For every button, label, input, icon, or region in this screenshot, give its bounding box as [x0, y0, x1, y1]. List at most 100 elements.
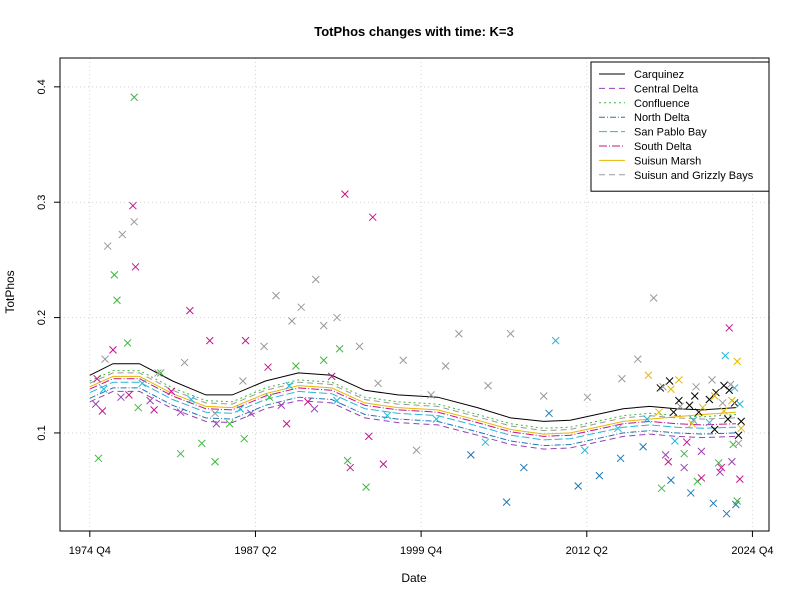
data-point-suisun-and-grizzly-bays	[101, 355, 109, 363]
data-point-suisun-and-grizzly-bays	[441, 362, 450, 370]
data-point-suisun-and-grizzly-bays	[355, 342, 364, 351]
data-point-south-delta	[379, 460, 388, 468]
data-point-san-pablo-bay	[551, 336, 560, 345]
data-point-suisun-marsh	[737, 424, 746, 433]
data-point-south-delta	[131, 262, 140, 271]
data-point-south-delta	[109, 346, 117, 354]
data-point-san-pablo-bay	[383, 411, 392, 420]
y-tick-label: 0.3	[36, 195, 48, 210]
data-point-south-delta	[125, 391, 133, 399]
data-point-carquinez	[675, 396, 683, 405]
data-point-suisun-marsh	[675, 376, 683, 384]
y-tick-label: 0.2	[36, 310, 48, 325]
trend-line-carquinez	[89, 363, 736, 422]
y-tick-label: 0.4	[36, 79, 48, 94]
data-point-south-delta	[129, 201, 137, 210]
data-point-suisun-and-grizzly-bays	[692, 382, 700, 391]
x-tick-label: 2024 Q4	[731, 545, 773, 557]
data-point-confluence	[113, 296, 121, 305]
data-point-san-pablo-bay	[671, 437, 679, 445]
data-point-confluence	[211, 457, 219, 466]
data-point-south-delta	[341, 190, 349, 198]
data-point-suisun-and-grizzly-bays	[260, 342, 268, 351]
data-point-north-delta	[616, 454, 625, 463]
data-point-carquinez	[705, 395, 714, 404]
data-point-suisun-marsh	[733, 357, 742, 366]
data-point-south-delta	[346, 463, 355, 472]
data-point-san-pablo-bay	[285, 381, 294, 390]
data-point-north-delta	[545, 409, 553, 418]
data-point-carquinez	[656, 384, 665, 392]
data-point-san-pablo-bay	[138, 379, 147, 388]
data-point-suisun-and-grizzly-bays	[676, 402, 685, 411]
data-point-suisun-and-grizzly-bays	[427, 391, 435, 399]
data-point-suisun-and-grizzly-bays	[455, 329, 463, 338]
data-point-suisun-and-grizzly-bays	[412, 446, 421, 455]
data-point-suisun-and-grizzly-bays	[718, 399, 727, 407]
data-point-carquinez	[734, 431, 743, 440]
data-point-carquinez	[737, 417, 746, 426]
data-point-suisun-marsh	[698, 403, 707, 412]
data-point-san-pablo-bay	[705, 418, 714, 427]
data-point-confluence	[156, 369, 165, 377]
data-point-suisun-and-grizzly-bays	[734, 439, 743, 448]
trend-line-north-delta	[89, 387, 736, 447]
data-point-central-delta	[146, 396, 154, 405]
data-point-confluence	[94, 454, 103, 463]
data-point-central-delta	[117, 393, 125, 402]
data-point-carquinez	[724, 415, 732, 423]
data-point-south-delta	[241, 336, 250, 345]
x-tick-label: 1987 Q2	[234, 545, 276, 557]
trend-line-san-pablo-bay	[89, 381, 736, 441]
legend-label: Central Delta	[634, 83, 699, 95]
data-point-south-delta	[264, 363, 272, 372]
data-point-south-delta	[186, 306, 194, 315]
data-point-san-pablo-bay	[481, 438, 490, 447]
data-point-confluence	[225, 419, 234, 428]
y-axis: 0.1 0.2 0.3 0.4	[36, 79, 61, 441]
data-point-suisun-and-grizzly-bays	[103, 242, 112, 250]
data-point-central-delta	[176, 408, 185, 417]
data-point-north-delta	[502, 498, 511, 507]
data-point-confluence	[176, 449, 185, 458]
data-point-carquinez	[710, 425, 719, 434]
data-point-suisun-and-grizzly-bays	[726, 380, 735, 389]
data-point-south-delta	[303, 397, 312, 406]
data-point-suisun-and-grizzly-bays	[539, 392, 548, 400]
legend-label: Suisun Marsh	[634, 155, 701, 167]
data-point-confluence	[265, 393, 274, 402]
data-point-san-pablo-bay	[721, 351, 730, 360]
data-point-confluence	[343, 456, 352, 465]
trend-line-suisun-and-grizzly-bays	[89, 372, 736, 432]
data-point-south-delta	[717, 463, 726, 472]
data-point-suisun-and-grizzly-bays	[239, 377, 247, 385]
data-point-carquinez	[685, 401, 694, 410]
data-point-carquinez	[669, 408, 678, 417]
x-axis-label: Date	[401, 571, 427, 585]
data-point-confluence	[110, 271, 119, 279]
data-point-north-delta	[466, 451, 475, 459]
data-point-south-delta	[725, 324, 734, 332]
data-point-suisun-and-grizzly-bays	[583, 393, 592, 402]
legend-label: Carquinez	[634, 69, 684, 81]
data-point-suisun-marsh	[688, 419, 696, 428]
data-point-suisun-and-grizzly-bays	[297, 303, 306, 312]
data-point-carquinez	[725, 386, 734, 395]
legend-label: Confluence	[634, 98, 690, 110]
data-point-suisun-and-grizzly-bays	[618, 374, 626, 383]
data-point-san-pablo-bay	[99, 385, 108, 393]
data-point-south-delta	[93, 374, 101, 383]
y-tick-label: 0.1	[36, 425, 48, 440]
data-point-north-delta	[722, 509, 731, 518]
legend-label: San Pablo Bay	[634, 127, 707, 139]
grid	[60, 58, 769, 531]
data-point-south-delta	[98, 407, 107, 415]
data-point-south-delta	[364, 432, 373, 441]
data-point-central-delta	[680, 463, 689, 472]
data-point-suisun-and-grizzly-bays	[288, 317, 296, 325]
data-point-south-delta	[327, 372, 336, 381]
data-point-confluence	[657, 484, 666, 493]
y-axis-label: TotPhos	[3, 270, 17, 313]
data-point-suisun-and-grizzly-bays	[333, 313, 341, 322]
